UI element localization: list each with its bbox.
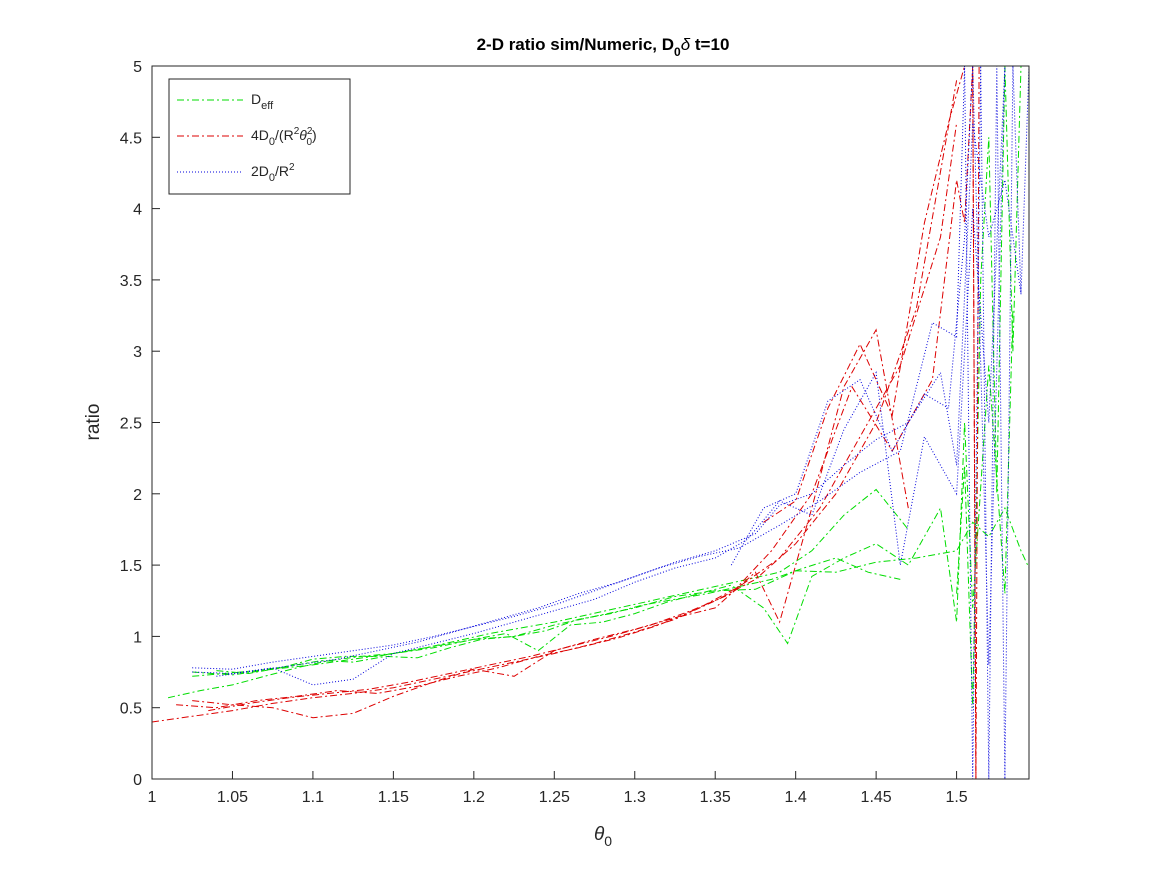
legend-2d0-part-4: 2 bbox=[289, 162, 295, 173]
x-axis: 1 1.05 1.1 1.15 1.2 1.25 1.3 1.35 1.4 1.45 1.5 bbox=[148, 771, 968, 806]
legend-d-eff-sub: eff bbox=[261, 100, 274, 112]
series-line-5 bbox=[956, 66, 1022, 708]
y-tick-label-3: 1 bbox=[133, 629, 142, 646]
series-line-12 bbox=[192, 66, 1006, 686]
legend-box bbox=[168, 78, 351, 195]
x-axis-title: θ0 bbox=[594, 824, 612, 849]
y-tick-label-11: 5 bbox=[133, 59, 142, 76]
legend-4d0-part-6: 2 bbox=[307, 126, 313, 137]
chart-title-subscript: 0 bbox=[674, 45, 681, 59]
legend-2d0-part-3: /R bbox=[275, 163, 289, 179]
series-line-6 bbox=[152, 80, 958, 723]
y-tick-label-4: 1.5 bbox=[120, 558, 142, 575]
x-tick-label-5: 1.2 bbox=[463, 789, 485, 806]
x-tick-label-4: 1.15 bbox=[378, 789, 409, 806]
y-axis-title: ratio bbox=[83, 404, 104, 441]
series-line-9 bbox=[208, 66, 977, 779]
chart-title-suffix: t=10 bbox=[690, 35, 729, 54]
legend-2d0-part-1: 2D bbox=[251, 163, 269, 179]
series-line-14 bbox=[730, 66, 1021, 665]
legend-4d0-part-2: 0 bbox=[269, 136, 275, 148]
x-tick-label-11: 1.5 bbox=[945, 789, 967, 806]
y-tick-label-5: 2 bbox=[133, 487, 142, 504]
legend-label-2d0: 2D0/R2 bbox=[251, 162, 295, 184]
legend-4d0-part-7: 0 bbox=[306, 137, 312, 148]
plot-series bbox=[152, 66, 1029, 779]
x-tick-label-10: 1.45 bbox=[861, 789, 892, 806]
legend-4d0-part-3: /(R bbox=[275, 127, 294, 143]
x-axis-title-symbol: θ bbox=[594, 824, 605, 845]
legend-4d0-part-1: 4D bbox=[251, 127, 269, 143]
x-tick-label-9: 1.4 bbox=[785, 789, 807, 806]
legend-d-eff-main: D bbox=[251, 91, 261, 107]
y-tick-label-1: 0 bbox=[133, 772, 142, 789]
series-line-2 bbox=[192, 557, 901, 677]
series-line-1 bbox=[167, 488, 909, 699]
y-tick-label-9: 4 bbox=[133, 202, 142, 219]
x-tick-label-6: 1.25 bbox=[539, 789, 570, 806]
y-tick-label-10: 4.5 bbox=[120, 130, 142, 147]
series-line-3 bbox=[192, 506, 1029, 676]
legend-4d0-part-8: ) bbox=[312, 127, 317, 143]
series-line-7 bbox=[176, 122, 958, 709]
chart-title-main: 2-D ratio sim/Numeric, D bbox=[477, 35, 674, 54]
x-tick-label-3: 1.1 bbox=[302, 789, 324, 806]
x-tick-label-8: 1.35 bbox=[700, 789, 731, 806]
y-axis: 0 0.5 1 1.5 2 2.5 3 3.5 4 4.5 5 bbox=[120, 59, 160, 789]
chart-title-delta-symbol: δ bbox=[681, 35, 691, 54]
x-axis-title-subscript: 0 bbox=[604, 833, 612, 849]
x-tick-label-2: 1.05 bbox=[217, 789, 248, 806]
y-tick-label-2: 0.5 bbox=[120, 701, 142, 718]
x-tick-label-7: 1.3 bbox=[624, 789, 646, 806]
y-tick-label-6: 2.5 bbox=[120, 416, 142, 433]
x-tick-label-1: 1 bbox=[148, 789, 157, 806]
series-line-8 bbox=[192, 328, 909, 719]
legend-label-4d0: 4D0/(R2θ2 0) bbox=[251, 126, 317, 148]
y-tick-label-8: 3.5 bbox=[120, 273, 142, 290]
chart-title: 2-D ratio sim/Numeric, D0δ t=10 bbox=[477, 35, 730, 59]
y-tick-label-7: 3 bbox=[133, 344, 142, 361]
series-line-4 bbox=[216, 308, 1014, 675]
legend-label-d-eff: Deff bbox=[251, 91, 274, 112]
legend-4d0-part-4: 2 bbox=[294, 126, 300, 137]
legend-2d0-part-2: 0 bbox=[269, 172, 275, 184]
series-line-10 bbox=[763, 66, 980, 779]
legend: Deff 4D0/(R2θ2 0) 2D0/R2 bbox=[168, 78, 351, 195]
legend-4d0-part-5: θ bbox=[299, 127, 307, 143]
series-line-13 bbox=[216, 66, 1022, 779]
